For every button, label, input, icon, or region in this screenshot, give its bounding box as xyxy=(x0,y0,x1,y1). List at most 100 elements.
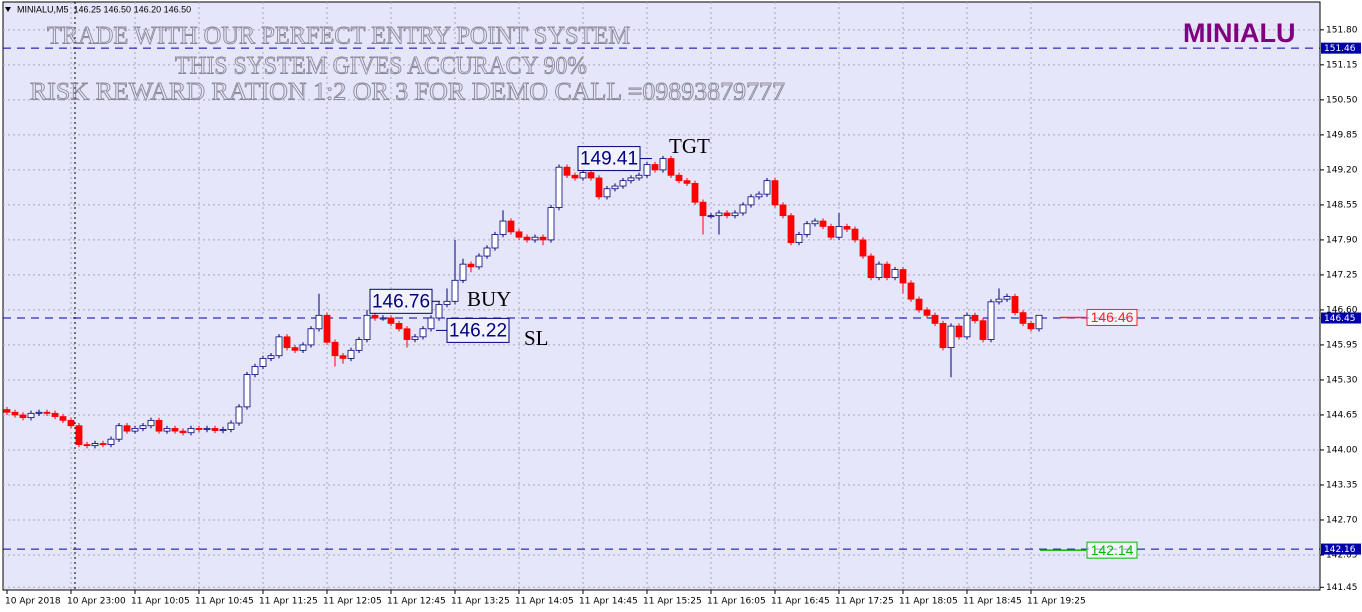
candle-body xyxy=(427,317,435,330)
x-tick-label: 11 Apr 12:05 xyxy=(323,597,382,607)
x-tick-label: 11 Apr 15:25 xyxy=(643,597,702,607)
candle-body xyxy=(651,164,659,171)
candle-body xyxy=(827,226,835,238)
candle-body xyxy=(107,438,115,445)
candle-body xyxy=(947,325,955,349)
candle-body xyxy=(731,212,739,217)
candle-body xyxy=(763,180,771,195)
candle-body xyxy=(51,412,59,417)
candle-body xyxy=(747,196,755,206)
price-box xyxy=(1086,541,1138,559)
y-tick-label: 149.20 xyxy=(1326,165,1358,175)
candle-body xyxy=(307,328,315,346)
candle-body xyxy=(755,193,763,198)
candle-body xyxy=(1019,312,1027,324)
candle-body xyxy=(235,406,243,424)
candle-body xyxy=(3,409,11,413)
annotation-label: 146.22 xyxy=(449,320,507,341)
candle-body xyxy=(139,425,147,429)
candle-body xyxy=(995,298,1003,303)
candle-body xyxy=(515,231,523,238)
candle-body xyxy=(627,177,635,182)
candle-body xyxy=(115,425,123,440)
y-tick-label: 146.60 xyxy=(1326,305,1358,315)
candle-body xyxy=(59,416,67,421)
candle-body xyxy=(75,425,83,445)
candle-body xyxy=(1003,296,1011,300)
candle-body xyxy=(259,357,267,367)
candle-body xyxy=(227,422,235,430)
candle-body xyxy=(1011,296,1019,314)
candle-body xyxy=(795,234,803,243)
candle-body xyxy=(411,336,419,340)
candle-body xyxy=(43,411,51,414)
candle-body xyxy=(67,419,75,427)
grid xyxy=(3,2,1320,590)
price-box-label: 142.14 xyxy=(1091,542,1134,558)
watermark-line: THIS SYSTEM GIVES ACCURACY 90% xyxy=(175,53,587,80)
annotations: 149.41 146.76 146.22 xyxy=(369,146,652,343)
candle-body xyxy=(179,430,187,434)
candle-body xyxy=(155,419,163,432)
candle-body xyxy=(211,428,219,431)
candle-body xyxy=(939,322,947,349)
x-tick-label: 10 Apr 23:00 xyxy=(67,597,126,607)
candle-body xyxy=(699,201,707,217)
x-tick-label: 11 Apr 17:25 xyxy=(835,597,894,607)
candle-body xyxy=(243,374,251,408)
candle-body xyxy=(787,215,795,243)
price-box-label: 146.46 xyxy=(1091,309,1134,325)
plot-area xyxy=(2,1,1321,591)
annotation-text: BUY xyxy=(467,287,511,311)
y-tick-label: 144.65 xyxy=(1326,410,1358,420)
candle-body xyxy=(611,185,619,190)
candle-body xyxy=(195,428,203,430)
candle-body xyxy=(707,215,715,218)
candle-body xyxy=(507,220,515,233)
annotation-text: TGT xyxy=(669,134,710,158)
candle-body xyxy=(187,428,195,434)
candle-body xyxy=(347,349,355,359)
candle-body xyxy=(83,444,91,447)
annotation-box xyxy=(446,317,510,343)
x-tick-label: 11 Apr 16:05 xyxy=(707,597,766,607)
watermark-line: TRADE WITH OUR PERFECT ENTRY POINT SYSTE… xyxy=(47,23,630,50)
candle-body xyxy=(499,220,507,235)
y-tick-label: 143.35 xyxy=(1326,480,1358,490)
price-tag-label: 146.45 xyxy=(1324,314,1356,324)
candle-body xyxy=(555,166,563,208)
x-tick-label: 11 Apr 12:45 xyxy=(387,597,446,607)
y-tick-label: 151.15 xyxy=(1326,60,1358,70)
candle-body xyxy=(571,174,579,179)
candle-body xyxy=(27,412,35,419)
price-box xyxy=(1086,308,1138,326)
candle-body xyxy=(395,322,403,330)
x-tick-label: 11 Apr 14:45 xyxy=(579,597,638,607)
candle-body xyxy=(523,236,531,241)
candle-body xyxy=(163,428,171,432)
annotation-box xyxy=(577,146,641,172)
symbol-label: MINIALU xyxy=(1183,18,1295,48)
annotation-label: 149.41 xyxy=(580,149,638,170)
candle-body xyxy=(123,425,131,432)
candle-body xyxy=(971,314,979,322)
candle-body xyxy=(291,347,299,351)
candle-body xyxy=(35,411,43,414)
candle-body xyxy=(91,443,99,447)
candle-body xyxy=(955,325,963,338)
candle-body xyxy=(819,220,827,227)
candle-body xyxy=(963,314,971,338)
candle-body xyxy=(299,344,307,351)
candle-body xyxy=(275,336,283,357)
candle-body xyxy=(587,172,595,179)
candle-body xyxy=(403,328,411,340)
price-tag xyxy=(1321,312,1361,324)
x-tick-label: 11 Apr 18:05 xyxy=(899,597,958,607)
candle-body xyxy=(851,228,859,241)
candle-body xyxy=(363,314,371,340)
candle-body xyxy=(987,301,995,340)
y-tick-label: 142.70 xyxy=(1326,515,1358,525)
candle-body xyxy=(771,180,779,206)
